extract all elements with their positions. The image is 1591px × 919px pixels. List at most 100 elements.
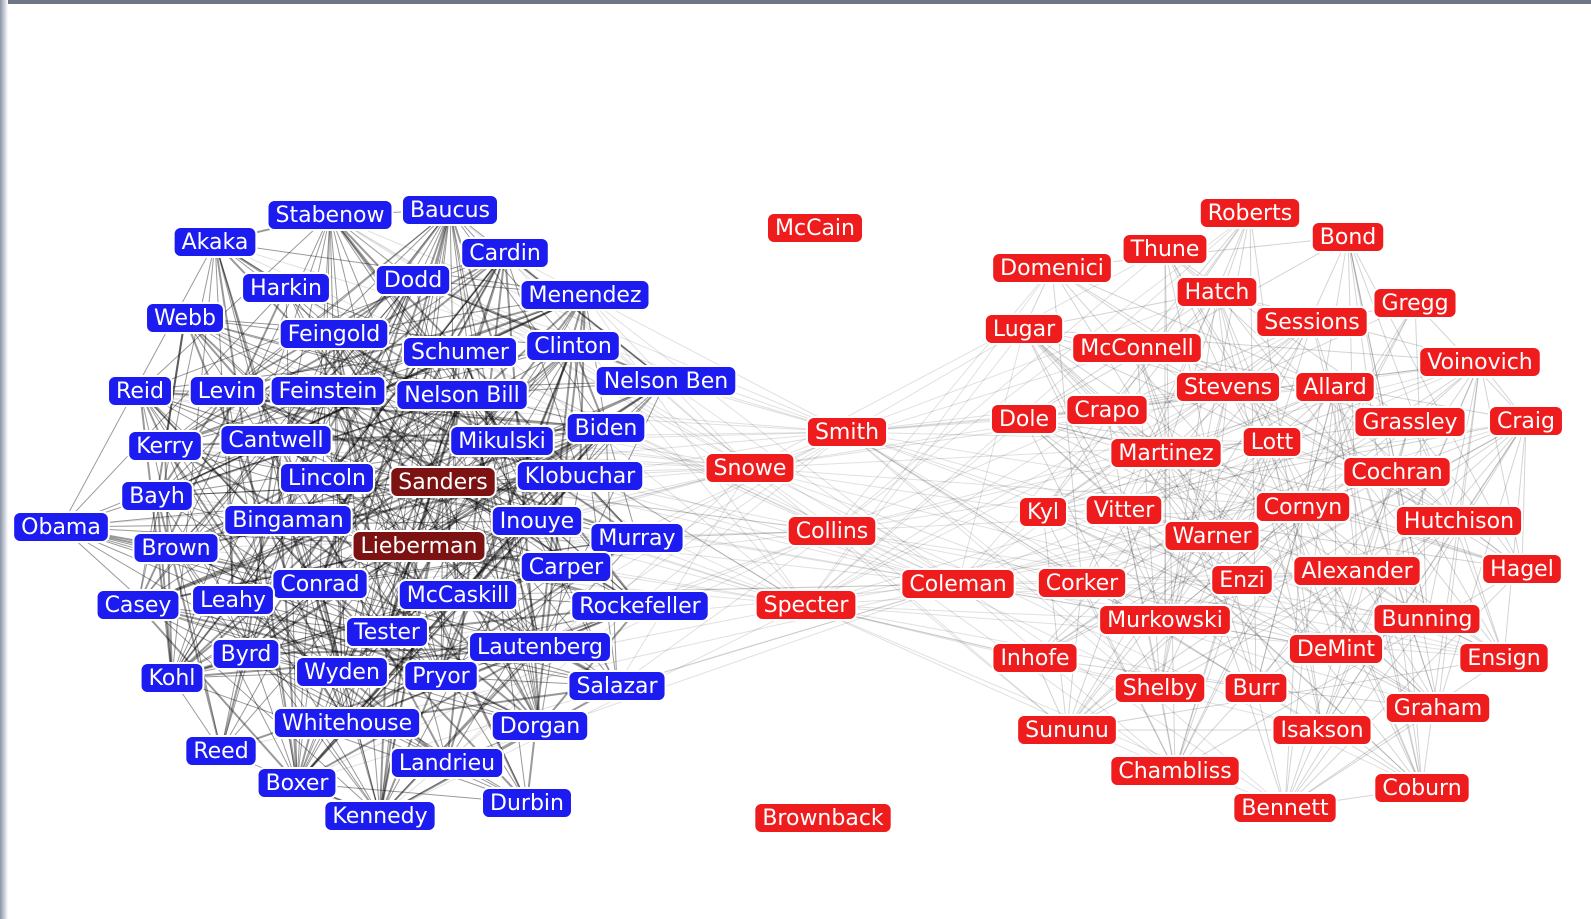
edge [501,440,541,727]
node: Reid [107,375,173,407]
edge [137,604,298,784]
node-label: Grassley [1362,410,1457,435]
node-label: Coburn [1382,776,1461,801]
node: Akaka [172,226,258,258]
edge [1106,361,1481,411]
node-label: Isakson [1280,718,1363,743]
node-box [594,365,738,397]
node-box [145,302,225,334]
edge [1042,511,1068,731]
node-box [754,589,858,621]
edge [1136,347,1257,689]
node-box [989,403,1059,435]
edge [1396,471,1428,620]
node-label: Stabenow [276,203,385,228]
edge [957,420,1527,585]
edge [164,294,586,447]
edge [175,530,833,549]
node-label: Cochran [1351,460,1442,485]
node: Rockefeller [570,590,710,622]
edge [449,209,528,804]
node: Klobuchar [515,460,645,492]
edge [275,431,848,441]
node: Baucus [400,194,500,226]
node-label: Sessions [1264,310,1359,335]
edge [175,390,329,549]
node: Shelby [1113,672,1207,704]
node-label: Roberts [1208,201,1292,226]
node-label: McCain [775,216,855,241]
edge [805,409,1108,606]
node-label: Lott [1251,430,1294,455]
edge [327,390,538,522]
node-box [1241,426,1303,458]
node-label: Rockefeller [579,594,701,619]
node-label: Salazar [576,674,658,699]
node-label: Lautenberg [477,635,603,660]
node: Kerry [127,430,203,462]
node: Ensign [1458,642,1550,674]
node-box [1232,792,1338,824]
node-box [1353,406,1467,438]
edge [1051,267,1229,388]
edge [1165,452,1423,789]
node-label: Hatch [1185,280,1250,305]
edge [1066,570,1358,731]
node-box [95,589,181,621]
edge [319,583,381,817]
node-box [127,430,203,462]
edge [232,252,506,601]
node-label: Stevens [1184,375,1272,400]
node-box [1294,371,1376,403]
node-box [1372,603,1482,635]
edge [296,520,538,784]
node: Cantwell [219,424,333,456]
edge [214,241,277,441]
node: Burr [1223,672,1289,704]
node-box [1254,491,1352,523]
edge [184,317,607,429]
edge [1136,347,1167,454]
node-label: Allard [1303,375,1366,400]
node-box [271,568,369,600]
node: Kohl [139,662,205,694]
node: Chambliss [1109,755,1241,787]
edge [616,467,751,687]
edge [341,545,420,673]
edge [232,599,298,784]
edge [1241,302,1416,581]
node-label: McCaskill [407,583,509,608]
node-box [1121,233,1209,265]
node: Thune [1121,233,1209,265]
edge [1356,471,1398,572]
node: Durbin [481,787,573,819]
edge [137,477,328,606]
edge [1503,420,1527,659]
node-box [395,379,529,411]
node: Byrd [211,638,281,670]
node: Sununu [1016,714,1118,746]
edge [831,530,1068,731]
node-label: Bennett [1241,796,1329,821]
edge [1081,386,1229,584]
node: Brownback [753,802,893,834]
edge [1174,568,1523,772]
node-label: Sanders [398,470,487,495]
node-label: Dodd [384,268,442,293]
node-label: Murkowski [1107,608,1223,633]
node-box [278,318,390,350]
node: Whitehouse [272,707,422,739]
node-box [1065,394,1149,426]
edge [579,294,586,477]
edge [1396,471,1505,659]
node-label: Lieberman [361,534,478,559]
node-label: Feinstein [279,379,378,404]
edge [139,390,538,522]
node-label: Sununu [1025,718,1109,743]
edge [156,495,459,596]
node-label: Menendez [529,283,642,308]
node: Bond [1310,221,1386,253]
node-label: Reed [193,739,248,764]
edge [1023,328,1167,454]
node-box [460,237,550,269]
